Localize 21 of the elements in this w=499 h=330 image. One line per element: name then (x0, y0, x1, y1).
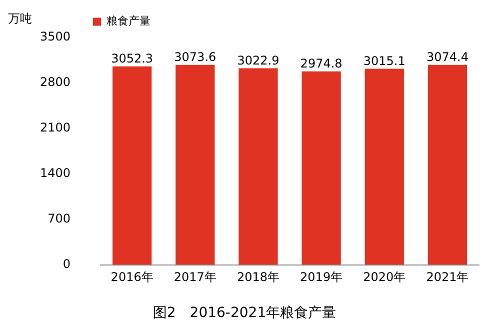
y-tick-label: 700 (48, 211, 71, 226)
x-tick-label: 2021年 (426, 270, 469, 284)
text: 图2 2016-2021年粮食产量 (152, 305, 336, 322)
data-label: 3022.9 (237, 53, 280, 68)
legend-label: 粮食产量 (106, 14, 150, 28)
y-tick-label: 2100 (40, 120, 71, 134)
x-tick-label: 2017年 (174, 270, 216, 284)
data-label: 3052.3 (111, 51, 154, 66)
y-tick-label: 1400 (40, 166, 71, 180)
data-label: 3015.1 (363, 54, 406, 68)
x-tick-label: 2019年 (300, 270, 343, 284)
y-tick-label: 3500 (40, 29, 71, 44)
x-tick-label: 2018年 (236, 270, 280, 284)
y-tick-label: 2800 (40, 74, 71, 89)
data-label: 2974.8 (300, 56, 342, 70)
data-label: 3073.6 (174, 50, 216, 64)
x-tick-label: 2020年 (363, 270, 406, 284)
y-tick-label: 0 (62, 256, 71, 271)
data-label: 3074.4 (426, 50, 468, 64)
y-axis-title: 万吨 (8, 11, 32, 26)
x-tick-label: 2016年 (110, 270, 154, 284)
